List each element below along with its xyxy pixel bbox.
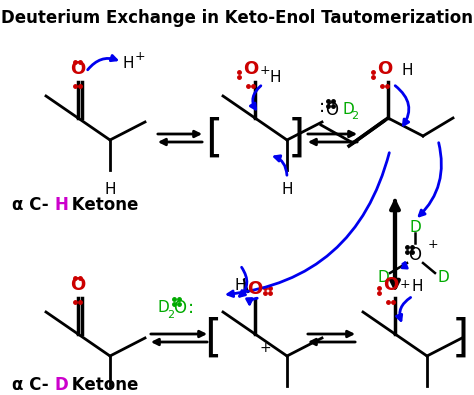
Text: H: H — [411, 279, 423, 294]
Text: D: D — [409, 220, 421, 235]
Text: D: D — [157, 301, 169, 316]
Text: α C-: α C- — [12, 376, 49, 394]
Text: H: H — [281, 182, 293, 197]
Text: +: + — [428, 239, 438, 252]
Text: 2: 2 — [167, 310, 174, 320]
Text: D: D — [55, 376, 69, 394]
Text: O: O — [243, 60, 259, 78]
Text: Ketone: Ketone — [66, 376, 138, 394]
Text: +: + — [260, 64, 270, 77]
Text: [: [ — [205, 117, 223, 160]
Text: +: + — [135, 51, 146, 64]
Text: ]: ] — [287, 117, 305, 160]
Text: 2: 2 — [351, 111, 358, 121]
Text: D: D — [377, 269, 389, 284]
Text: Deuterium Exchange in Keto-Enol Tautomerization: Deuterium Exchange in Keto-Enol Tautomer… — [1, 9, 473, 27]
Text: [: [ — [204, 316, 222, 359]
Text: ]: ] — [451, 316, 469, 359]
Text: O: O — [377, 60, 392, 78]
Text: H: H — [122, 56, 134, 71]
Text: α C-: α C- — [12, 196, 49, 214]
Text: :: : — [319, 98, 325, 116]
Text: H: H — [104, 182, 116, 197]
Text: D: D — [437, 269, 449, 284]
Text: O: O — [70, 276, 86, 294]
Text: O: O — [326, 101, 338, 119]
Text: H: H — [55, 196, 69, 214]
Text: O: O — [247, 280, 263, 298]
Text: O: O — [70, 60, 86, 78]
Text: O: O — [383, 276, 399, 294]
Text: D: D — [343, 102, 355, 117]
Text: H: H — [234, 278, 246, 293]
Text: :: : — [188, 299, 194, 317]
Text: O: O — [409, 246, 421, 264]
Text: H: H — [269, 70, 281, 85]
Text: +: + — [259, 341, 271, 355]
Text: +: + — [400, 278, 410, 290]
Text: O: O — [173, 299, 186, 317]
Text: Ketone: Ketone — [66, 196, 138, 214]
Text: H: H — [401, 63, 413, 78]
